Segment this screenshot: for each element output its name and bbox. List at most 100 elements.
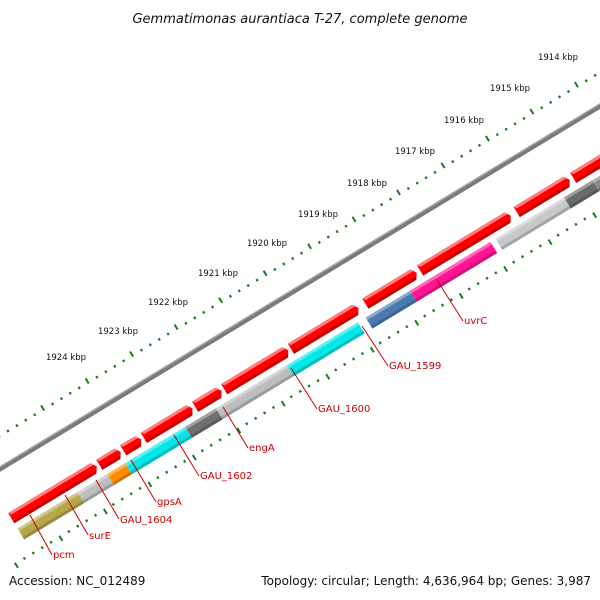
- svg-text:uvrC: uvrC: [464, 316, 487, 327]
- tick-mark: [307, 384, 311, 388]
- reverse-gene-bar: [365, 290, 417, 329]
- tick-mark: [378, 341, 382, 345]
- tick-label: 1919 kbp: [298, 210, 338, 220]
- tick-mark: [298, 389, 302, 394]
- forward-gene-arrow: [513, 176, 570, 218]
- tick-mark: [139, 348, 144, 352]
- tick-mark: [549, 100, 553, 104]
- tick-mark: [202, 310, 206, 315]
- tick-mark: [120, 497, 124, 501]
- forward-gene-arrow: [287, 304, 359, 354]
- tick-mark: [396, 330, 400, 334]
- tick-mark: [485, 276, 489, 280]
- tick-mark: [440, 162, 446, 169]
- tick-mark: [351, 216, 357, 223]
- tick-mark: [291, 256, 295, 261]
- tick-mark: [388, 197, 393, 201]
- gene-labels: uvrC GAU_1599 GAU_1600 engA GAU_1602 gpsA GAU_…: [29, 279, 487, 561]
- tick-mark: [344, 224, 348, 228]
- reverse-gene-bar: [185, 408, 223, 438]
- tick-mark: [574, 81, 579, 88]
- tick-mark: [182, 459, 187, 464]
- reverse-gene-bar: [286, 322, 365, 377]
- gene-label-sure: surE: [64, 494, 111, 542]
- tick-mark: [58, 535, 64, 542]
- forward-gene-arrow: [221, 347, 289, 395]
- tick-mark: [6, 429, 10, 433]
- tick-mark: [477, 143, 482, 148]
- reverse-gene-bar: [564, 180, 599, 209]
- forward-gene-arrow: [192, 387, 222, 412]
- genome-backbone: [0, 103, 600, 472]
- tick-mark: [102, 508, 108, 515]
- tick-label: 1917 kbp: [395, 147, 435, 157]
- gene-label-gau-1600: GAU_1600: [290, 367, 370, 415]
- tick-label: 1924 kbp: [46, 353, 86, 363]
- tick-mark: [129, 350, 135, 358]
- tick-mark: [31, 551, 35, 555]
- tick-mark: [380, 203, 384, 207]
- tick-mark: [449, 298, 453, 302]
- tick-mark: [271, 405, 276, 410]
- tick-mark: [529, 249, 534, 253]
- tick-mark: [538, 244, 542, 248]
- tick-mark: [593, 73, 597, 78]
- tick-mark: [147, 481, 153, 488]
- tick-mark: [76, 524, 80, 528]
- tick-mark: [273, 267, 277, 271]
- tick-mark: [111, 502, 115, 507]
- tick-mark: [592, 212, 598, 219]
- accession-text: Accession: NC_012489: [9, 574, 145, 588]
- tick-mark: [236, 427, 242, 434]
- tick-label: 1915 kbp: [490, 84, 530, 94]
- gene-label-gau-1599: GAU_1599: [361, 325, 441, 372]
- tick-mark: [200, 449, 204, 453]
- gene-label-uvrc: uvrC: [436, 279, 487, 327]
- tick-mark: [218, 297, 224, 304]
- tick-mark: [369, 346, 375, 353]
- gene-label-gau-1602: GAU_1602: [173, 434, 252, 482]
- genome-summary-text: Topology: circular; Length: 4,636,964 bp…: [260, 574, 591, 588]
- tick-mark: [540, 106, 544, 110]
- tick-mark: [451, 159, 455, 164]
- tick-mark: [218, 438, 222, 442]
- tick-mark: [325, 373, 331, 380]
- tick-mark: [326, 235, 330, 239]
- tick-row-inner: [13, 212, 598, 569]
- tick-mark: [316, 378, 320, 383]
- tick-mark: [494, 271, 498, 275]
- tick-mark: [280, 400, 286, 407]
- tick-mark: [50, 402, 55, 406]
- tick-mark: [93, 513, 98, 517]
- reverse-strand-genes: [17, 134, 600, 540]
- svg-text:GAU_1600: GAU_1600: [318, 404, 370, 415]
- tick-mark: [227, 432, 231, 437]
- svg-text:GAU_1604: GAU_1604: [120, 515, 172, 526]
- tick-mark: [415, 181, 419, 185]
- tick-mark: [547, 238, 553, 246]
- forward-gene-arrow: [8, 463, 97, 524]
- forward-gene-arrow: [570, 121, 600, 183]
- tick-mark: [424, 176, 428, 180]
- tick-mark: [129, 492, 133, 496]
- tick-mark: [33, 413, 37, 417]
- reverse-gene-bar: [215, 365, 294, 420]
- tick-mark: [574, 222, 578, 227]
- gene-label-gpsa: gpsA: [130, 459, 182, 508]
- svg-text:engA: engA: [249, 443, 275, 454]
- tick-mark: [191, 454, 197, 461]
- tick-mark: [156, 475, 160, 480]
- tick-mark: [334, 368, 338, 372]
- tick-mark: [520, 255, 525, 259]
- tick-mark: [485, 135, 490, 142]
- tick-mark: [467, 287, 471, 291]
- tick-mark: [165, 470, 169, 474]
- tick-mark: [40, 404, 46, 411]
- tick-label: 1918 kbp: [347, 179, 387, 189]
- tick-mark: [255, 278, 259, 282]
- tick-mark: [173, 324, 179, 331]
- gene-track: [0, 73, 600, 569]
- tick-mark: [503, 265, 509, 273]
- tick-mark: [282, 262, 286, 266]
